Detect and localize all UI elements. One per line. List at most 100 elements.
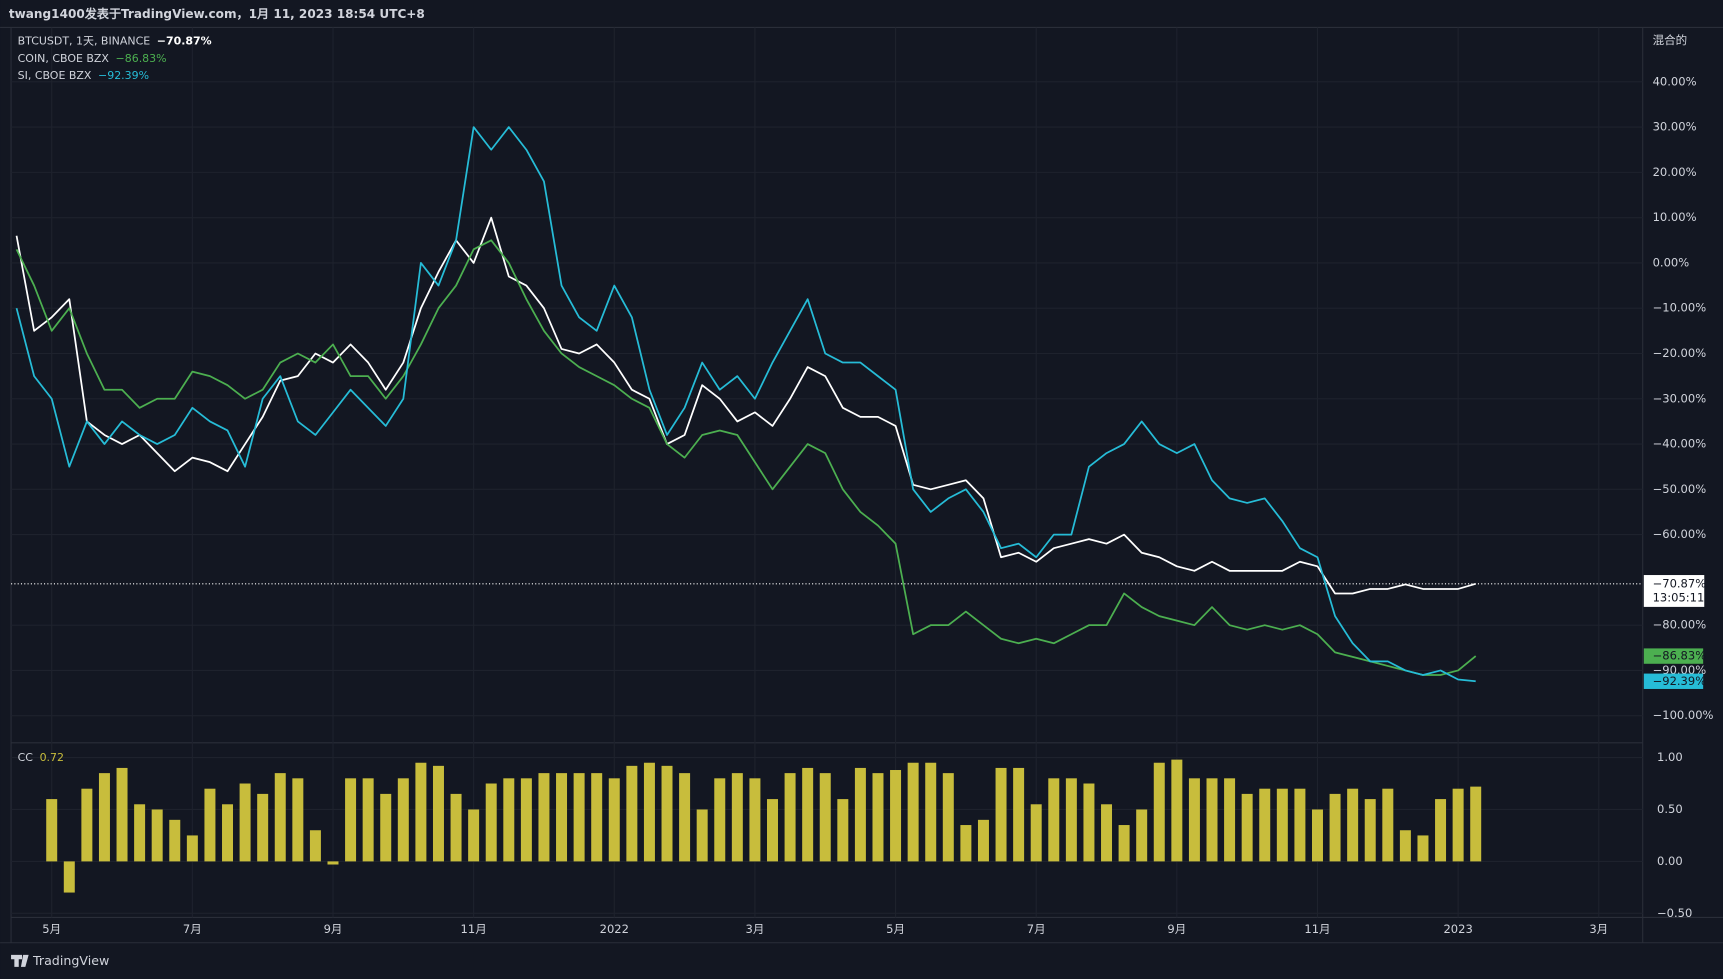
bar: [1206, 778, 1218, 862]
bar: [696, 809, 708, 862]
bar: [731, 773, 743, 862]
bar: [749, 778, 761, 862]
bar: [397, 778, 409, 862]
legend-value: −86.83%: [116, 52, 167, 65]
bar: [1452, 788, 1464, 862]
x-tick-label: 5月: [42, 922, 61, 936]
bar: [643, 762, 655, 862]
x-tick-label: 2023: [1443, 922, 1472, 936]
marks: [15, 126, 1482, 893]
bar: [960, 825, 972, 862]
series-line: [15, 126, 1476, 683]
bar: [1048, 778, 1060, 862]
price-tag-value: −92.39%: [1653, 674, 1707, 688]
x-tick-label: 5月: [886, 922, 905, 936]
header-text: twang1400发表于TradingView.com，1月 11, 2023 …: [9, 6, 425, 21]
y-tick-label: 40.00%: [1653, 74, 1697, 88]
bar: [204, 788, 216, 862]
legend-name: BTCUSDT, 1天, BINANCE: [18, 35, 151, 48]
x-tick-label: 2022: [600, 922, 629, 936]
bar: [345, 778, 357, 862]
price-tag: [1643, 648, 1704, 664]
y-tick-label: −10.00%: [1653, 301, 1707, 315]
price-tag: [1643, 575, 1705, 607]
bar: [169, 819, 181, 862]
bar: [890, 770, 902, 862]
bar: [1118, 825, 1130, 862]
bar: [1224, 778, 1236, 862]
x-tick-label: 7月: [183, 922, 202, 936]
y-tick-label: −20.00%: [1653, 346, 1707, 360]
price-tag: [1643, 673, 1704, 689]
bar: [1382, 788, 1394, 862]
footer-brand: TradingView: [32, 953, 109, 968]
x-tick-label: 11月: [461, 922, 487, 936]
y-tick-label: −50.00%: [1653, 482, 1707, 496]
bar: [1259, 788, 1271, 862]
countdown: 13:05:11: [1653, 591, 1705, 605]
bar: [1364, 799, 1376, 862]
y-tick-label: 10.00%: [1653, 210, 1697, 224]
bar: [1399, 830, 1411, 862]
bar: [239, 783, 251, 862]
bar: [802, 767, 814, 862]
bar: [854, 767, 866, 862]
y-tick-label: 0.00%: [1653, 255, 1690, 269]
bar: [995, 767, 1007, 862]
bar: [1083, 783, 1095, 862]
indicator-name: CC: [18, 751, 34, 764]
y-tick-label: 30.00%: [1653, 120, 1697, 134]
logo: [11, 954, 29, 967]
bar: [450, 793, 462, 862]
bar: [134, 804, 146, 862]
bar: [98, 773, 110, 862]
legend-name: COIN, CBOE BZX: [18, 52, 110, 65]
bar: [222, 804, 234, 862]
bar: [1470, 786, 1482, 862]
bar: [784, 773, 796, 862]
x-tick-label: 3月: [1589, 922, 1608, 936]
bar: [1171, 759, 1183, 862]
bar: [942, 773, 954, 862]
indicator-value: 0.72: [40, 751, 64, 764]
bar: [362, 778, 374, 862]
bar: [1435, 799, 1447, 862]
y-tick-label: −80.00%: [1653, 618, 1707, 632]
bar: [257, 793, 269, 862]
series-line: [15, 239, 1477, 676]
bar: [819, 773, 831, 862]
bar: [186, 835, 198, 862]
legend-name: SI, CBOE BZX: [18, 69, 92, 82]
bar: [1241, 793, 1253, 862]
bar: [591, 773, 603, 862]
bar: [380, 793, 392, 862]
y-tick-label: −90.00%: [1653, 663, 1707, 677]
y-tick-label: 0.50: [1657, 802, 1683, 816]
bar: [309, 830, 321, 862]
bar: [977, 819, 989, 862]
y-tick-label: −60.00%: [1653, 527, 1707, 541]
bar: [1065, 778, 1077, 862]
x-tick-label: 3月: [745, 922, 764, 936]
bar: [1013, 767, 1025, 862]
bar: [626, 765, 638, 862]
y-tick-label: −30.00%: [1653, 391, 1707, 405]
legend-value: −92.39%: [98, 69, 149, 82]
bar: [1101, 804, 1113, 862]
legend-value: −70.87%: [157, 35, 212, 48]
x-tick-label: 9月: [1167, 922, 1186, 936]
y-tick-label: −0.50: [1657, 906, 1692, 920]
bar: [1311, 809, 1323, 862]
bar: [1329, 793, 1341, 862]
bar: [573, 773, 585, 862]
bar: [1153, 762, 1165, 862]
bar: [1030, 804, 1042, 862]
bar: [520, 778, 532, 862]
bar: [767, 799, 778, 862]
bar: [1276, 788, 1288, 862]
y-tick-label: 1.00: [1657, 750, 1683, 764]
bar: [556, 773, 568, 862]
y-tick-label: −40.00%: [1653, 437, 1707, 451]
bar: [327, 861, 339, 865]
